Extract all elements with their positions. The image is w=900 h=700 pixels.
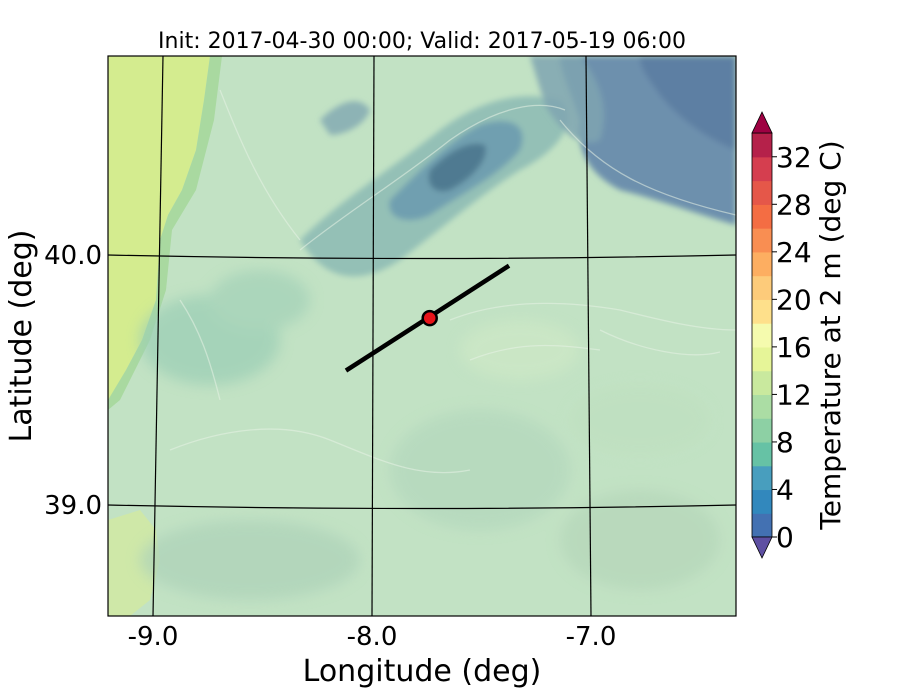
x-axis: -9.0 -8.0 -7.0 Longitude (deg)	[128, 622, 617, 689]
graticule	[108, 56, 736, 616]
gridline-lat-40	[108, 254, 736, 260]
colorbar-segment	[752, 370, 772, 396]
gridline-lon-minus8	[371, 56, 375, 616]
coastal-warm-edge	[108, 56, 222, 410]
x-tick-label: -9.0	[128, 622, 179, 652]
location-marker	[421, 309, 438, 327]
map-frame	[107, 55, 737, 617]
y-tick-label: 40.0	[44, 241, 102, 271]
colorbar-tick-label: 0	[776, 521, 794, 554]
colorbar-segment	[752, 323, 772, 348]
coastal-south-patch	[108, 510, 160, 616]
colorbar-extend-min	[751, 536, 773, 559]
colorbar-segment	[752, 465, 772, 491]
colorbar-segment	[752, 204, 772, 229]
colorbar-segment	[752, 418, 772, 443]
central-ridge-region	[300, 96, 568, 277]
colorbar-segment	[752, 513, 772, 538]
y-axis-label: Latitude (deg)	[4, 230, 39, 443]
x-tick-label: -8.0	[347, 622, 398, 652]
colorbar-segment	[752, 394, 772, 419]
colorbar-extend-max	[751, 111, 773, 134]
x-axis-label: Longitude (deg)	[303, 654, 542, 689]
colorbar-tick-label: 20	[776, 283, 812, 316]
northeast-cold-region	[530, 56, 736, 225]
colorbar-segment	[752, 133, 772, 158]
colorbar-tick-label: 24	[776, 236, 812, 269]
colorbar-segments	[751, 132, 773, 538]
gridline-lon-minus9	[152, 56, 164, 616]
colorbar: 0 4 8 12 16 20 24 28 32 Temperature at 2 m (deg …	[751, 111, 847, 559]
colorbar-tick-label: 4	[776, 473, 794, 506]
colorbar-tick-label: 8	[776, 426, 794, 459]
colorbar-segment	[752, 251, 772, 277]
colorbar-tick-label: 16	[776, 331, 812, 364]
colorbar-label: Temperature at 2 m (deg C)	[814, 140, 847, 530]
colorbar-tick-label: 28	[776, 188, 812, 221]
colorbar-ticks: 0 4 8 12 16 20 24 28 32	[772, 141, 812, 554]
contour-lines	[169, 89, 736, 474]
colorbar-segment	[752, 156, 772, 182]
colorbar-segment	[752, 180, 772, 205]
gridline-lat-39	[108, 504, 736, 510]
y-axis: 40.0 39.0 Latitude (deg)	[4, 230, 102, 521]
colorbar-segment	[752, 299, 772, 324]
gridline-lon-minus7	[585, 56, 592, 616]
colorbar-segment	[752, 275, 772, 300]
colorbar-segment	[752, 441, 772, 467]
colorbar-tick-label: 12	[776, 378, 812, 411]
colorbar-segment	[752, 346, 772, 372]
y-tick-label: 39.0	[44, 491, 102, 521]
cool-lowland-patches	[140, 270, 720, 600]
colorbar-segment	[752, 489, 772, 514]
colorbar-tick-label: 32	[776, 141, 812, 174]
x-tick-label: -7.0	[566, 622, 617, 652]
map-area	[107, 55, 737, 617]
coastal-warm-region	[108, 56, 210, 400]
map-title: Init: 2017-04-30 00:00; Valid: 2017-05-1…	[158, 29, 686, 54]
colorbar-segment	[752, 228, 772, 253]
